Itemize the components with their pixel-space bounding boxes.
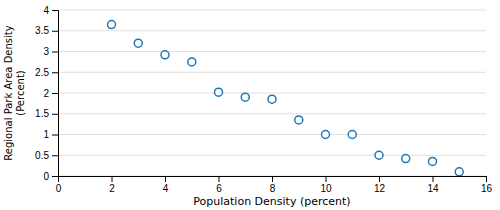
tick: 14 xyxy=(427,176,439,194)
point xyxy=(108,21,116,29)
chart: 0 2 4 6 8 10 12 14 16 0 0.5 1 1.5 2 2.5 3 3.5 4 Population… xyxy=(0,0,500,210)
point xyxy=(322,131,330,139)
tick-mark xyxy=(52,176,58,177)
tick: 4 xyxy=(163,176,169,194)
tick-mark xyxy=(52,10,58,11)
grid-line xyxy=(58,10,486,11)
tick-label: 1.5 xyxy=(35,108,49,119)
tick-label: 8 xyxy=(270,183,276,194)
tick-label: 1 xyxy=(43,129,49,140)
points xyxy=(108,21,464,176)
tick: 1 xyxy=(43,129,58,140)
tick: 1.5 xyxy=(35,108,58,119)
tick-mark xyxy=(379,176,380,182)
tick-label: 3.5 xyxy=(35,25,49,36)
y-axis-label: Regional Park Area Density(Percent) xyxy=(3,25,26,160)
tick-label: 0.5 xyxy=(35,150,49,161)
grid-line xyxy=(58,51,486,52)
tick-label: 10 xyxy=(320,183,332,194)
tick: 3.5 xyxy=(35,25,58,36)
tick-mark xyxy=(52,31,58,32)
tick: 3 xyxy=(43,46,58,57)
y-axis: 0 0.5 1 1.5 2 2.5 3 3.5 4 xyxy=(35,5,58,182)
y-axis-label-line: (Percent) xyxy=(15,70,26,116)
tick-mark xyxy=(326,176,327,182)
y-axis-label-line: Regional Park Area Density xyxy=(3,25,14,160)
tick-label: 14 xyxy=(427,183,439,194)
tick-label: 0 xyxy=(43,171,49,182)
tick-label: 3 xyxy=(43,46,49,57)
tick: 10 xyxy=(320,176,332,194)
grid-line xyxy=(58,93,486,94)
tick-mark xyxy=(433,176,434,182)
tick-mark xyxy=(112,176,113,182)
point xyxy=(215,88,223,96)
axis-line xyxy=(52,11,59,177)
tick: 2 xyxy=(43,88,58,99)
tick-label: 2.5 xyxy=(35,67,49,78)
grid-line xyxy=(58,72,486,73)
x-axis: 0 2 4 6 8 10 12 14 16 xyxy=(56,176,493,194)
plot: 0 2 4 6 8 10 12 14 16 0 0.5 1 1.5 2 2.5 3 3.5 4 Population… xyxy=(3,5,492,208)
tick: 12 xyxy=(374,176,386,194)
tick-mark xyxy=(52,155,58,156)
tick: 16 xyxy=(481,176,493,194)
tick: 8 xyxy=(270,176,276,194)
tick-mark xyxy=(486,176,487,182)
tick-label: 4 xyxy=(43,5,49,16)
point xyxy=(402,155,410,163)
tick: 4 xyxy=(43,5,58,16)
tick-mark xyxy=(272,176,273,182)
tick: 0 xyxy=(43,171,58,182)
point xyxy=(348,131,356,139)
point xyxy=(429,157,437,165)
point xyxy=(375,151,383,159)
tick-label: 2 xyxy=(43,88,49,99)
tick-label: 12 xyxy=(374,183,386,194)
tick-mark xyxy=(52,114,58,115)
grid-line xyxy=(58,113,486,114)
grid-line xyxy=(58,30,486,31)
tick-mark xyxy=(52,135,58,136)
axis-line xyxy=(59,177,487,183)
tick-mark xyxy=(52,72,58,73)
tick-mark xyxy=(52,52,58,53)
grid-line xyxy=(58,134,486,135)
point xyxy=(268,95,276,103)
tick: 2.5 xyxy=(35,67,58,78)
tick: 0 xyxy=(56,176,62,194)
x-axis-label: Population Density (percent) xyxy=(193,195,350,208)
point xyxy=(295,116,303,124)
tick-label: 4 xyxy=(163,183,169,194)
tick: 6 xyxy=(216,176,222,194)
point xyxy=(134,39,142,47)
point xyxy=(161,51,169,59)
point xyxy=(241,93,249,101)
tick-mark xyxy=(52,93,58,94)
tick-label: 16 xyxy=(481,183,493,194)
tick-mark xyxy=(165,176,166,182)
tick: 2 xyxy=(109,176,115,194)
tick: 0.5 xyxy=(35,150,58,161)
tick-label: 6 xyxy=(216,183,222,194)
point xyxy=(188,58,196,66)
tick-label: 0 xyxy=(56,183,62,194)
point xyxy=(455,168,463,176)
grid-line xyxy=(58,155,486,156)
tick-label: 2 xyxy=(109,183,115,194)
tick-mark xyxy=(219,176,220,182)
grid xyxy=(58,10,486,176)
